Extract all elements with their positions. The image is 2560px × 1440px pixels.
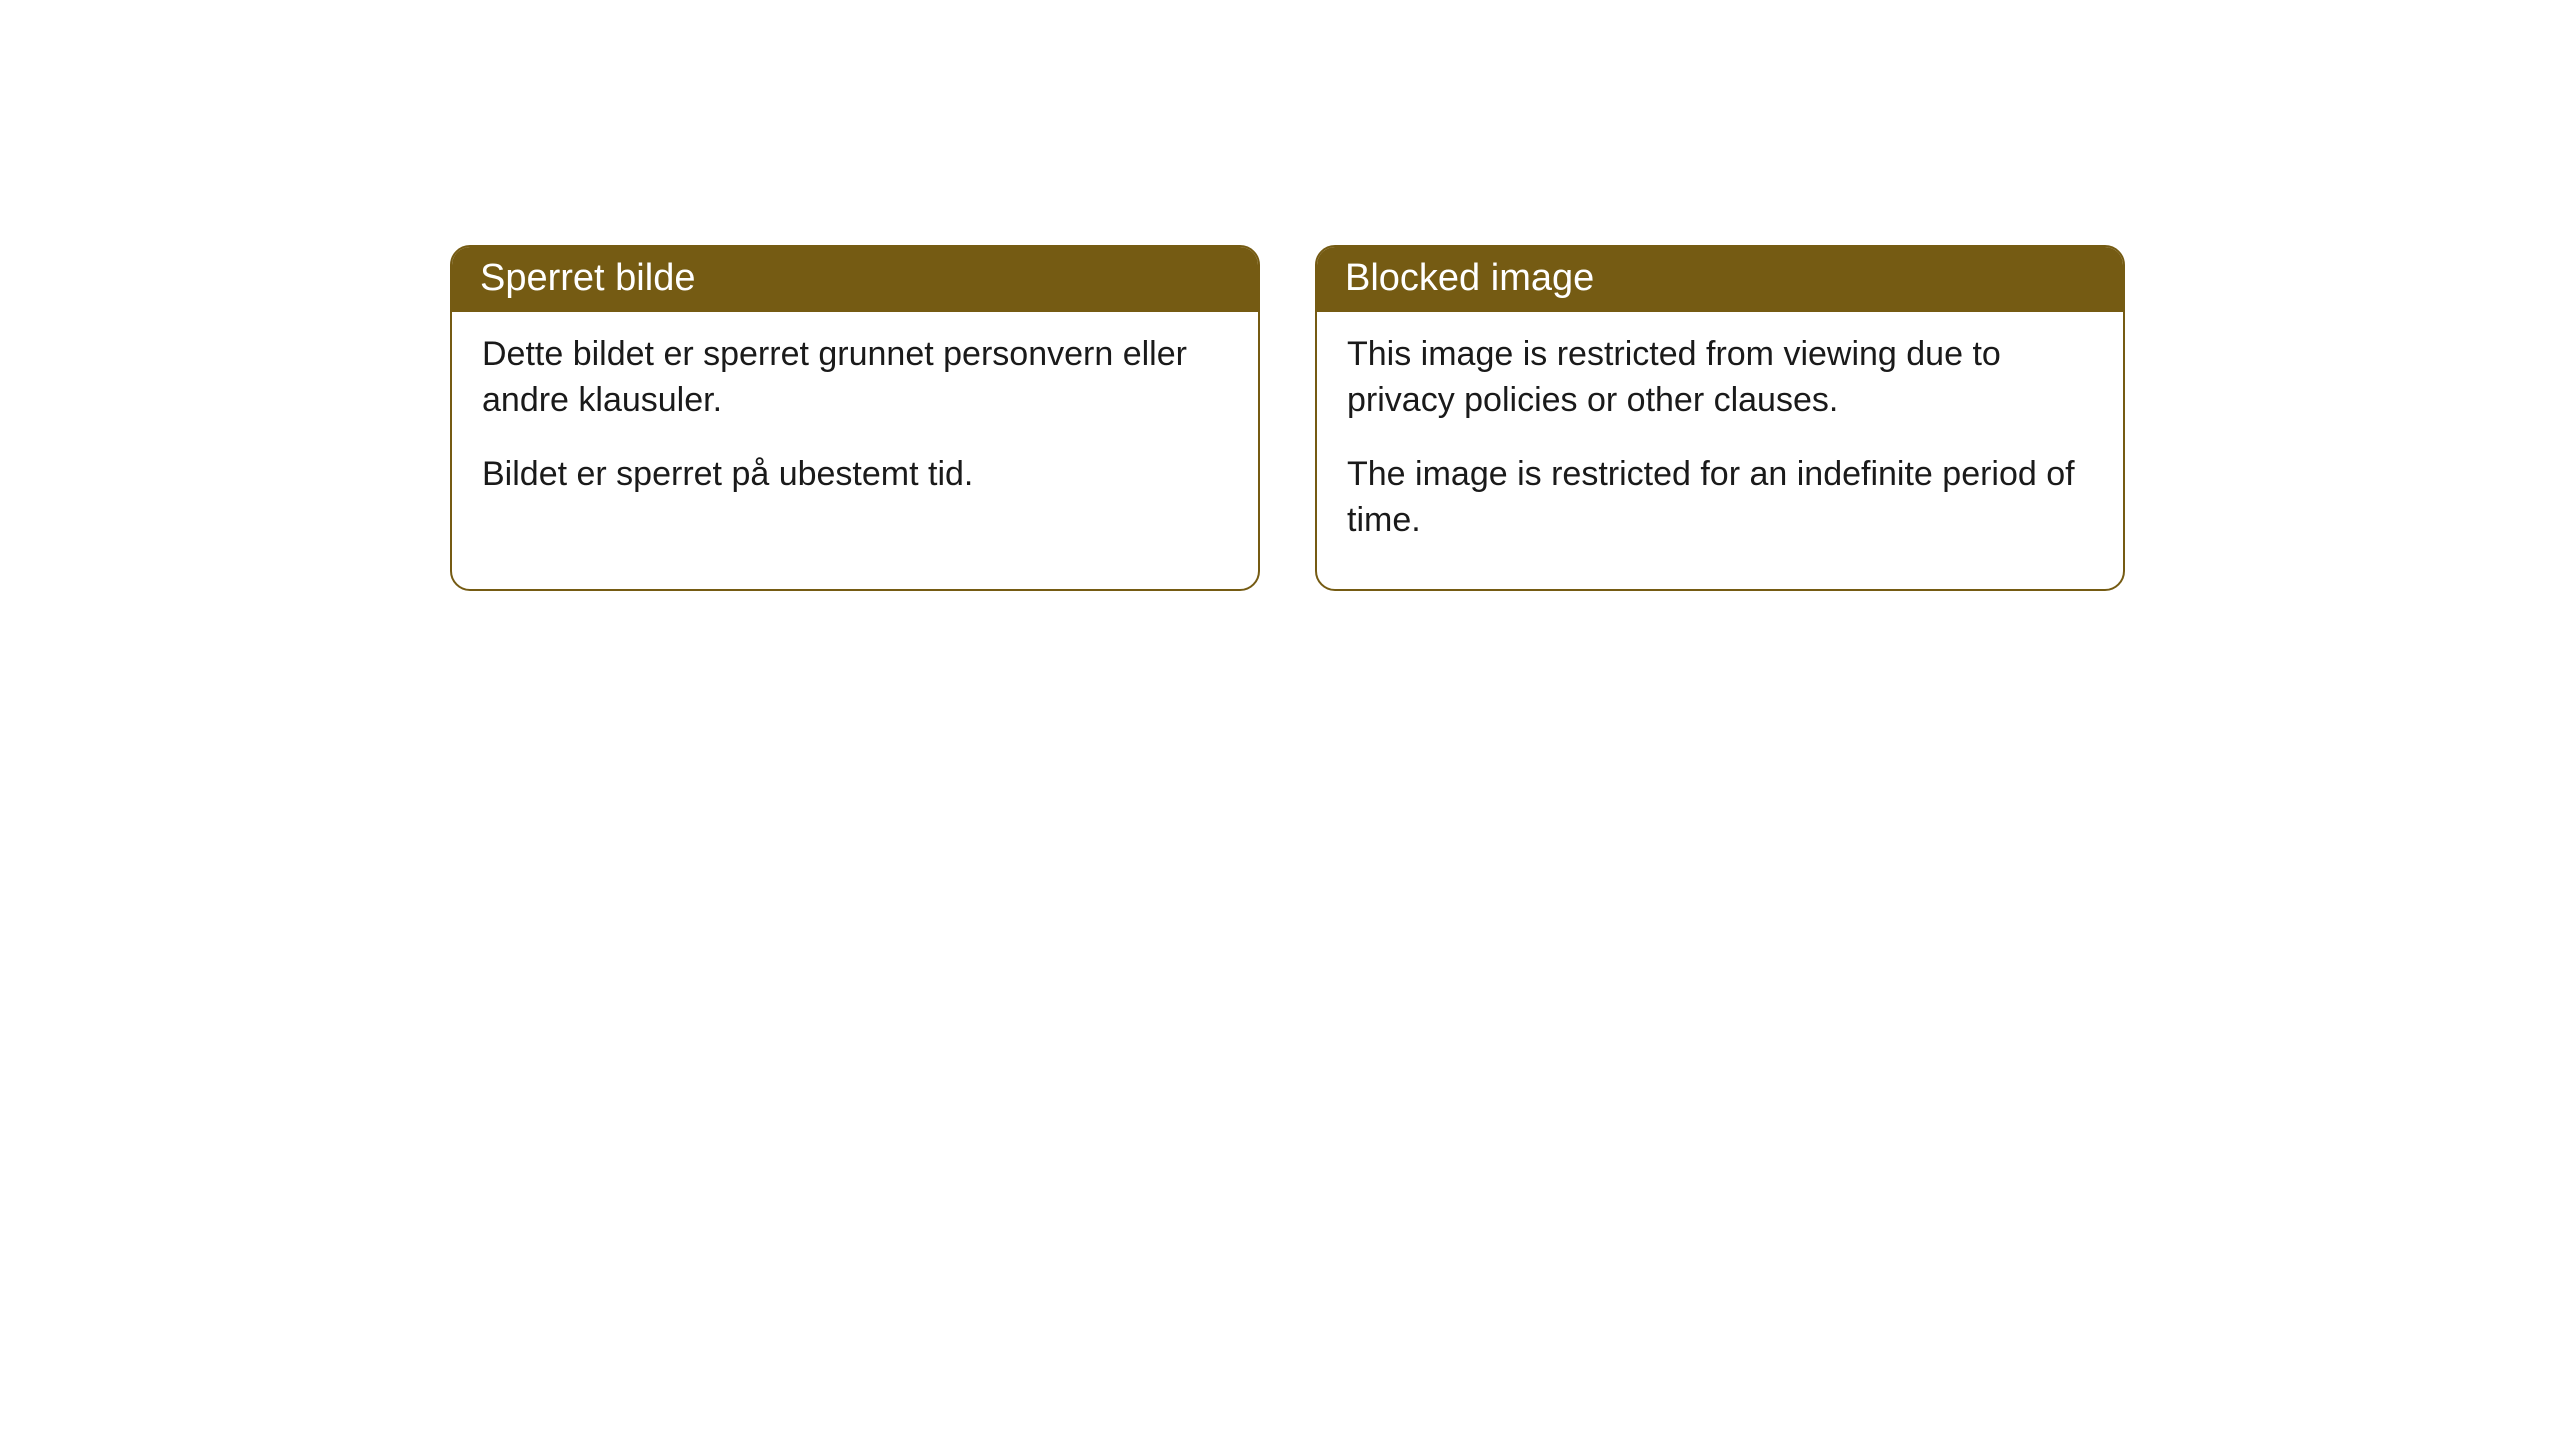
- card-title-norwegian: Sperret bilde: [452, 247, 1258, 312]
- card-english: Blocked image This image is restricted f…: [1315, 245, 2125, 591]
- card-body-english: This image is restricted from viewing du…: [1317, 312, 2123, 589]
- card-title-english: Blocked image: [1317, 247, 2123, 312]
- cards-container: Sperret bilde Dette bildet er sperret gr…: [450, 245, 2125, 591]
- card-paragraph-2-norwegian: Bildet er sperret på ubestemt tid.: [482, 452, 1228, 498]
- card-body-norwegian: Dette bildet er sperret grunnet personve…: [452, 312, 1258, 543]
- card-norwegian: Sperret bilde Dette bildet er sperret gr…: [450, 245, 1260, 591]
- card-paragraph-2-english: The image is restricted for an indefinit…: [1347, 452, 2093, 544]
- card-paragraph-1-norwegian: Dette bildet er sperret grunnet personve…: [482, 332, 1228, 424]
- card-paragraph-1-english: This image is restricted from viewing du…: [1347, 332, 2093, 424]
